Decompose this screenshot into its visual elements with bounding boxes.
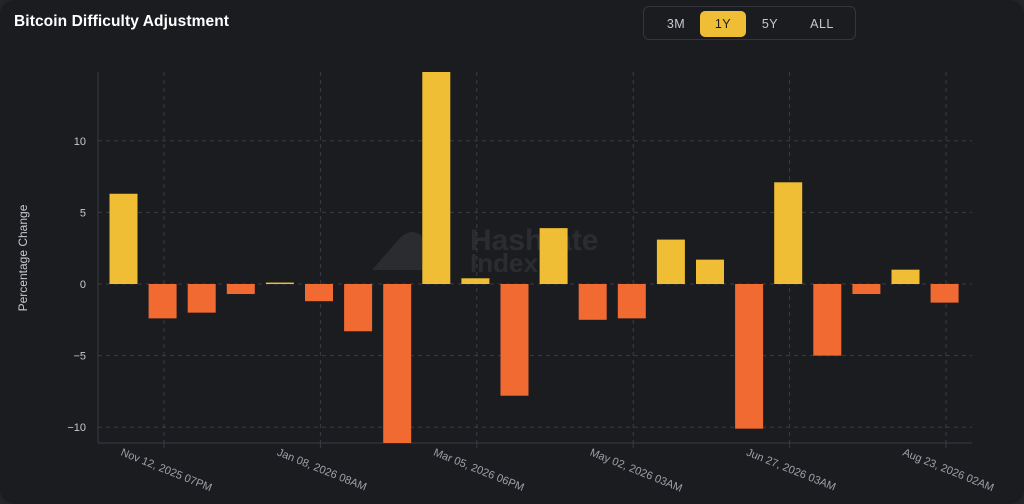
bar [852, 284, 881, 295]
x-tick-label: Mar 05, 2026 06PM [432, 447, 526, 494]
bar [617, 284, 646, 319]
bar [461, 278, 490, 284]
x-tick-label: Aug 23, 2026 02AM [901, 447, 996, 495]
x-axis: Nov 12, 2025 07PM Jan 08, 2026 08AM Mar 05… [119, 443, 996, 495]
y-axis-title: Percentage Change [16, 204, 30, 311]
bar [187, 284, 216, 313]
bar [578, 284, 607, 320]
bar [539, 228, 568, 284]
bar [148, 284, 177, 319]
range-button-1y[interactable]: 1Y [700, 11, 746, 37]
bar [226, 284, 255, 295]
range-button-3m[interactable]: 3M [666, 17, 686, 31]
bar [422, 72, 451, 284]
bar [891, 269, 920, 284]
x-tick-label: Jan 08, 2026 08AM [275, 447, 368, 494]
watermark-line1: Hashrate [470, 224, 598, 257]
page-title: Bitcoin Difficulty Adjustment [14, 13, 230, 30]
range-button-all[interactable]: ALL [810, 17, 834, 31]
y-tick-label: 10 [74, 136, 86, 148]
y-tick-label: −10 [67, 422, 86, 434]
bars [109, 72, 959, 443]
bar [109, 193, 138, 284]
watermark-line2: Index [470, 248, 538, 278]
bar [696, 259, 724, 284]
bar [735, 284, 764, 429]
x-tick-label: Jun 27, 2026 03AM [744, 447, 837, 494]
y-tick-label: 0 [80, 279, 86, 291]
x-tick-label: Nov 12, 2025 07PM [119, 447, 214, 495]
x-tick-label: May 02, 2026 03AM [588, 447, 684, 495]
y-tick-label: −5 [73, 351, 86, 363]
bar [774, 182, 803, 284]
bar [813, 284, 842, 356]
bar [305, 284, 333, 302]
bar [344, 284, 373, 332]
bar [930, 284, 959, 303]
bar [500, 284, 529, 396]
bar [656, 239, 685, 284]
bar [383, 284, 412, 443]
time-range-selector: 3M 1Y 5Y ALL [643, 6, 856, 40]
y-tick-label: 5 [80, 207, 86, 219]
bar [265, 282, 294, 284]
y-axis: −10 −5 0 5 10 [67, 136, 86, 434]
range-button-5y[interactable]: 5Y [761, 17, 779, 31]
